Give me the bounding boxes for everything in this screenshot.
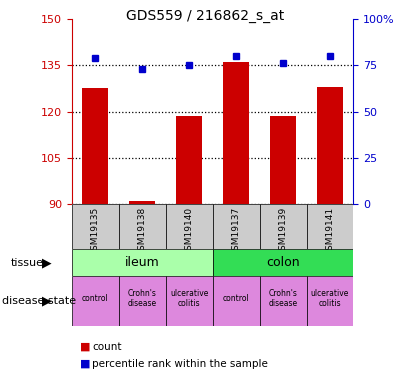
Text: count: count	[92, 342, 122, 352]
Text: colon: colon	[266, 256, 300, 269]
Bar	[317, 87, 343, 204]
Text: GSM19139: GSM19139	[279, 207, 288, 256]
Text: disease state: disease state	[2, 296, 76, 306]
Bar	[260, 204, 307, 249]
Bar	[129, 201, 155, 204]
Bar	[213, 204, 260, 249]
Text: GSM19138: GSM19138	[138, 207, 147, 256]
Text: Crohn's
disease: Crohn's disease	[128, 289, 157, 308]
Text: GSM19137: GSM19137	[232, 207, 241, 256]
Bar	[72, 204, 119, 249]
Bar	[223, 62, 249, 204]
Bar	[307, 204, 353, 249]
Text: percentile rank within the sample: percentile rank within the sample	[92, 359, 268, 369]
Text: ileum: ileum	[125, 256, 160, 269]
Text: ■: ■	[80, 342, 91, 352]
Text: Crohn's
disease: Crohn's disease	[268, 289, 298, 308]
Bar	[119, 276, 166, 326]
Bar	[270, 116, 296, 204]
Bar	[307, 276, 353, 326]
Text: control: control	[82, 294, 109, 303]
Text: GSM19140: GSM19140	[185, 207, 194, 256]
Text: ulcerative
colitis: ulcerative colitis	[170, 289, 208, 308]
Text: GSM19141: GSM19141	[326, 207, 335, 256]
Bar	[166, 204, 213, 249]
Text: tissue: tissue	[10, 258, 43, 267]
Bar	[72, 276, 119, 326]
Bar	[119, 204, 166, 249]
Text: ▶: ▶	[42, 256, 52, 269]
Text: control: control	[223, 294, 249, 303]
Bar	[260, 276, 307, 326]
Text: ulcerative
colitis: ulcerative colitis	[311, 289, 349, 308]
Bar	[72, 249, 213, 276]
Bar	[176, 116, 202, 204]
Text: GDS559 / 216862_s_at: GDS559 / 216862_s_at	[126, 9, 285, 23]
Bar	[83, 88, 108, 204]
Text: GSM19135: GSM19135	[91, 207, 100, 256]
Text: ▶: ▶	[42, 294, 52, 307]
Text: ■: ■	[80, 359, 91, 369]
Bar	[213, 276, 260, 326]
Bar	[213, 249, 353, 276]
Bar	[166, 276, 213, 326]
